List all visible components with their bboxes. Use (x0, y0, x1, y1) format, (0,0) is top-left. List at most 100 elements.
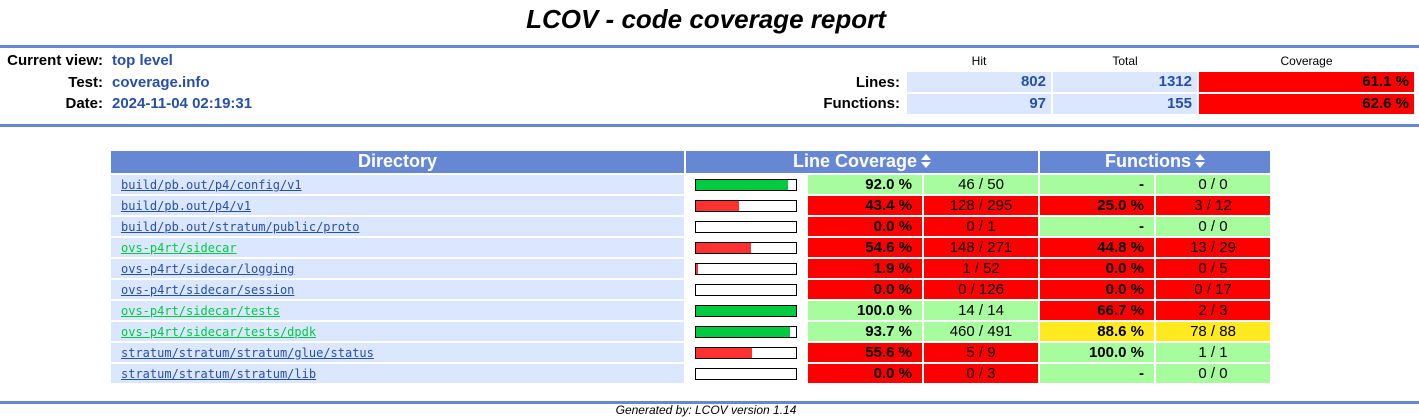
top-ruler (0, 45, 1419, 48)
line-coverage-count: 0 / 1 (924, 216, 1038, 236)
current-view-link[interactable]: top level (112, 52, 173, 69)
function-coverage-percent: 44.8 % (1040, 237, 1154, 257)
directory-link[interactable]: build/pb.out/p4/v1 (121, 198, 252, 213)
directory-link[interactable]: build/pb.out/p4/config/v1 (121, 177, 302, 192)
line-coverage-count: 460 / 491 (924, 321, 1038, 341)
directory-link[interactable]: ovs-p4rt/sidecar/session (121, 282, 295, 297)
current-view-label: Current view: (7, 52, 103, 69)
coverage-bar (695, 346, 797, 359)
function-coverage-percent: 25.0 % (1040, 195, 1154, 215)
page-title: LCOV - code coverage report (526, 4, 886, 34)
directory-link[interactable]: stratum/stratum/stratum/glue/status (121, 345, 374, 360)
functions-header[interactable]: Functions (1040, 151, 1270, 173)
sort-icon[interactable] (921, 152, 932, 173)
line-coverage-header-label: Line Coverage (792, 151, 918, 171)
table-row: ovs-p4rt/sidecar/tests/dpdk 93.7 % 460 / 4… (111, 321, 1270, 341)
function-coverage-count: 1 / 1 (1156, 342, 1270, 362)
summary-lines-coverage: 61.1 % (1199, 72, 1414, 92)
test-label: Test: (68, 74, 103, 91)
function-coverage-percent: 0.0 % (1040, 279, 1154, 299)
coverage-bar-cell (686, 258, 806, 278)
line-coverage-percent: 0.0 % (808, 363, 922, 383)
line-coverage-percent: 100.0 % (808, 300, 922, 320)
sort-icon[interactable] (1195, 152, 1205, 173)
line-coverage-percent: 43.4 % (808, 195, 922, 215)
table-row: stratum/stratum/stratum/glue/status 55.6 … (111, 342, 1270, 362)
summary-total-header: Total (1112, 54, 1138, 68)
line-coverage-percent: 1.9 % (808, 258, 922, 278)
functions-header-label: Functions (1105, 151, 1191, 171)
function-coverage-count: 0 / 0 (1156, 363, 1270, 383)
coverage-bar (695, 304, 797, 317)
table-row: ovs-p4rt/sidecar 54.6 % 148 / 271 44.8 % 13 … (111, 237, 1270, 257)
directory-cell: build/pb.out/p4/v1 (111, 195, 684, 215)
table-row: ovs-p4rt/sidecar/logging 1.9 % 1 / 52 0.0 %… (111, 258, 1270, 278)
function-coverage-count: 0 / 0 (1156, 174, 1270, 194)
directory-link[interactable]: ovs-p4rt/sidecar (121, 240, 237, 255)
directory-cell: ovs-p4rt/sidecar/logging (111, 258, 684, 278)
coverage-bar-cell (686, 216, 806, 236)
line-coverage-percent: 54.6 % (808, 237, 922, 257)
line-coverage-count: 5 / 9 (924, 342, 1038, 362)
directory-header: Directory (111, 151, 684, 173)
line-coverage-percent: 93.7 % (808, 321, 922, 341)
function-coverage-percent: - (1040, 363, 1154, 383)
function-coverage-percent: 0.0 % (1040, 258, 1154, 278)
line-coverage-percent: 55.6 % (808, 342, 922, 362)
function-coverage-count: 0 / 5 (1156, 258, 1270, 278)
coverage-bar (695, 241, 797, 254)
coverage-bar (695, 178, 797, 191)
function-coverage-count: 2 / 3 (1156, 300, 1270, 320)
line-coverage-count: 0 / 126 (924, 279, 1038, 299)
directory-cell: stratum/stratum/stratum/glue/status (111, 342, 684, 362)
coverage-bar (695, 199, 797, 212)
directory-cell: stratum/stratum/stratum/lib (111, 363, 684, 383)
function-coverage-count: 13 / 29 (1156, 237, 1270, 257)
coverage-bar (695, 325, 797, 338)
directory-link[interactable]: stratum/stratum/stratum/lib (121, 366, 317, 381)
line-coverage-count: 128 / 295 (924, 195, 1038, 215)
coverage-bar-cell (686, 195, 806, 215)
line-coverage-count: 14 / 14 (924, 300, 1038, 320)
directory-cell: build/pb.out/stratum/public/proto (111, 216, 684, 236)
function-coverage-percent: 100.0 % (1040, 342, 1154, 362)
function-coverage-percent: - (1040, 174, 1154, 194)
function-coverage-percent: - (1040, 216, 1154, 236)
coverage-bar-fill (696, 242, 751, 253)
function-coverage-percent: 88.6 % (1040, 321, 1154, 341)
line-coverage-count: 148 / 271 (924, 237, 1038, 257)
summary-functions-coverage: 62.6 % (1199, 94, 1414, 114)
coverage-bar-fill (696, 200, 740, 211)
summary-lines-hit: 802 (907, 72, 1051, 92)
directory-link[interactable]: ovs-p4rt/sidecar/tests (121, 303, 280, 318)
line-coverage-count: 46 / 50 (924, 174, 1038, 194)
coverage-bar-cell (686, 342, 806, 362)
directory-link[interactable]: build/pb.out/stratum/public/proto (121, 219, 360, 234)
function-coverage-count: 3 / 12 (1156, 195, 1270, 215)
line-coverage-header[interactable]: Line Coverage (686, 151, 1038, 173)
test-value: coverage.info (112, 74, 210, 91)
table-row: ovs-p4rt/sidecar/session 0.0 % 0 / 126 0.0 … (111, 279, 1270, 299)
middle-ruler (0, 124, 1419, 127)
coverage-bar (695, 220, 797, 233)
table-row: build/pb.out/p4/config/v1 92.0 % 46 / 50-0… (111, 174, 1270, 194)
coverage-bar-fill (696, 263, 698, 274)
function-coverage-count: 0 / 0 (1156, 216, 1270, 236)
summary-lines-label: Lines: (855, 74, 900, 91)
bottom-ruler (0, 401, 1419, 404)
coverage-bar-fill (696, 179, 788, 190)
line-coverage-percent: 0.0 % (808, 279, 922, 299)
directory-cell: ovs-p4rt/sidecar/tests/dpdk (111, 321, 684, 341)
line-coverage-percent: 92.0 % (808, 174, 922, 194)
directory-header-label: Directory (357, 151, 438, 172)
summary-coverage-header: Coverage (1280, 54, 1333, 68)
coverage-bar-fill (696, 326, 790, 337)
line-coverage-count: 1 / 52 (924, 258, 1038, 278)
directory-link[interactable]: ovs-p4rt/sidecar/tests/dpdk (121, 324, 317, 339)
coverage-bar-cell (686, 321, 806, 341)
directory-link[interactable]: ovs-p4rt/sidecar/logging (121, 261, 295, 276)
coverage-bar (695, 283, 797, 296)
date-label: Date: (65, 95, 103, 112)
coverage-bar-fill (696, 305, 796, 316)
function-coverage-count: 78 / 88 (1156, 321, 1270, 341)
